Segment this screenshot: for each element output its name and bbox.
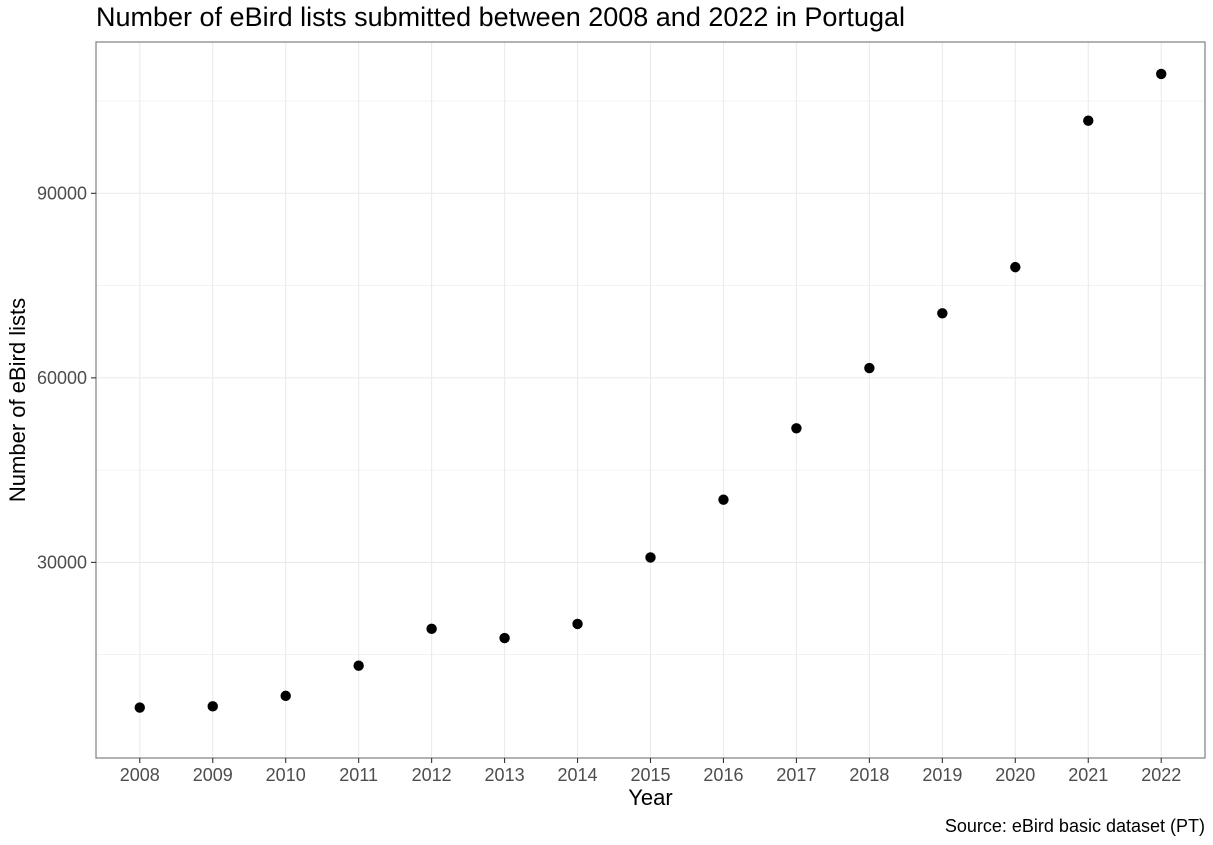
x-tick-label-2008: 2008 <box>120 765 160 785</box>
y-axis-ticks: 30000 60000 90000 <box>37 183 96 572</box>
data-points <box>134 68 1167 713</box>
data-point-2011 <box>353 660 364 671</box>
major-gridlines <box>96 42 1205 758</box>
data-point-2009 <box>207 701 218 712</box>
data-point-2018 <box>864 362 875 374</box>
x-tick-label-2021: 2021 <box>1068 765 1108 785</box>
data-point-2014 <box>572 618 583 630</box>
data-point-2016 <box>718 494 729 505</box>
y-tick-label-30000: 30000 <box>37 552 87 572</box>
x-tick-label-2015: 2015 <box>630 765 670 785</box>
x-tick-label-2020: 2020 <box>995 765 1035 785</box>
data-point-2022 <box>1156 68 1167 80</box>
data-point-2008 <box>134 702 145 713</box>
x-tick-label-2011: 2011 <box>339 765 378 785</box>
source-caption: Source: eBird basic dataset (PT) <box>944 816 1205 836</box>
data-point-2019 <box>937 308 948 319</box>
y-axis-title: Number of eBird lists <box>5 298 30 502</box>
data-point-2012 <box>426 623 437 635</box>
y-tick-label-60000: 60000 <box>37 368 87 388</box>
x-tick-label-2014: 2014 <box>558 765 598 785</box>
x-tick-label-2018: 2018 <box>849 765 889 785</box>
x-tick-label-2017: 2017 <box>776 765 816 785</box>
data-point-2017 <box>791 423 802 434</box>
data-point-2020 <box>1010 261 1021 273</box>
x-tick-label-2016: 2016 <box>703 765 743 785</box>
y-tick-label-90000: 90000 <box>37 183 87 203</box>
data-point-2010 <box>280 690 291 702</box>
chart-title: Number of eBird lists submitted between … <box>96 2 905 32</box>
data-point-2021 <box>1083 115 1094 126</box>
x-axis-title: Year <box>628 785 672 810</box>
x-axis-ticks: 2008 2009 2010 2011 2012 2013 2014 2015 2016 2017… <box>120 758 1181 785</box>
x-tick-label-2009: 2009 <box>193 765 233 785</box>
x-tick-label-2010: 2010 <box>266 765 306 785</box>
x-tick-label-2019: 2019 <box>922 765 962 785</box>
data-point-2013 <box>499 632 510 644</box>
x-tick-label-2012: 2012 <box>412 765 452 785</box>
x-tick-label-2013: 2013 <box>485 765 525 785</box>
data-point-2015 <box>645 552 656 563</box>
x-tick-label-2022: 2022 <box>1141 765 1181 785</box>
